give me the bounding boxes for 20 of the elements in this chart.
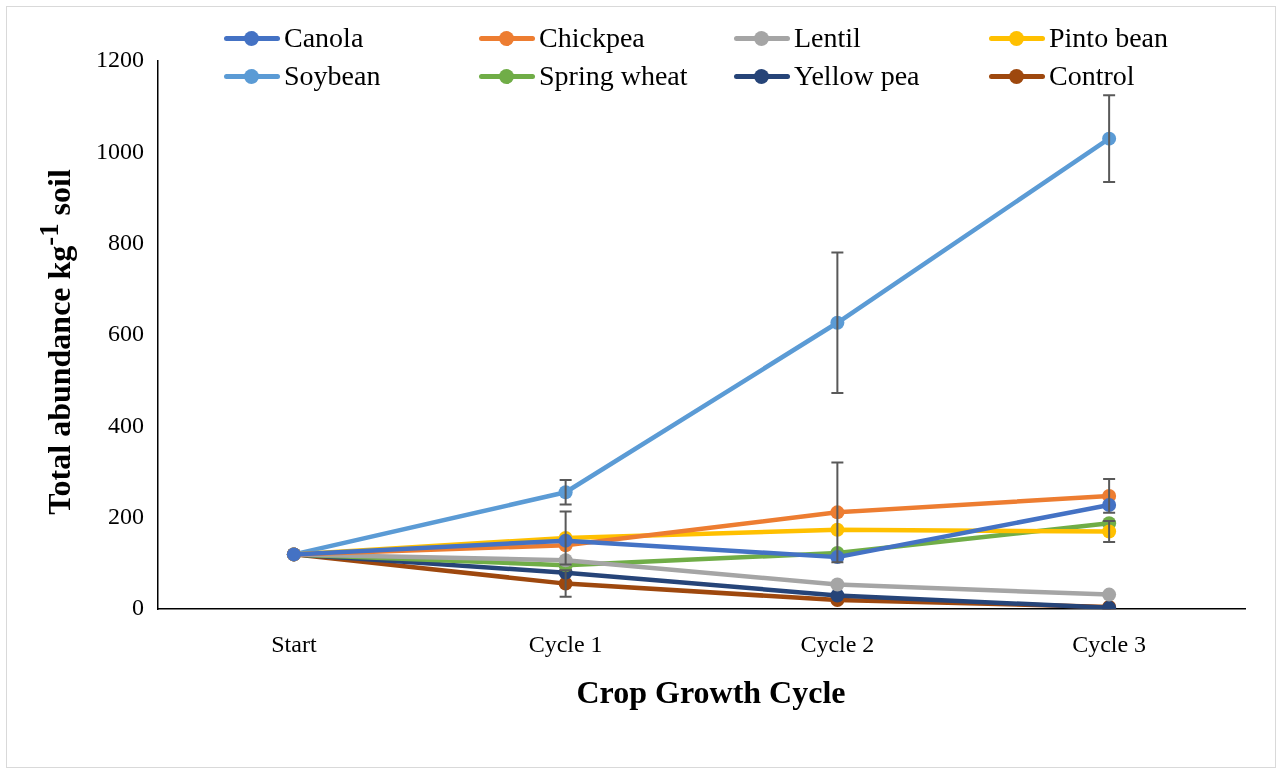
legend-label: Chickpea [539, 22, 645, 54]
y-tick-label: 0 [132, 594, 144, 621]
legend-label: Canola [284, 22, 364, 54]
y-tick-label: 1000 [96, 137, 144, 164]
legend-label: Pinto bean [1049, 22, 1168, 54]
legend-label: Lentil [794, 22, 861, 54]
y-tick-label: 200 [108, 503, 144, 530]
x-tick-label: Start [271, 630, 317, 657]
y-tick-label: 800 [108, 229, 144, 256]
y-tick-label: 1200 [96, 46, 144, 73]
x-tick-label: Cycle 2 [800, 630, 875, 657]
x-axis-title: Crop Growth Cycle [575, 674, 847, 711]
y-tick-label: 600 [108, 320, 144, 347]
x-tick-label: Cycle 1 [528, 630, 603, 657]
x-tick-label: Cycle 3 [1072, 630, 1147, 657]
legend-label: Yellow pea [794, 60, 920, 92]
legend-label: Soybean [284, 60, 381, 92]
legend-label: Spring wheat [539, 60, 688, 92]
y-tick-label: 400 [108, 411, 144, 438]
legend-label: Control [1049, 60, 1135, 92]
